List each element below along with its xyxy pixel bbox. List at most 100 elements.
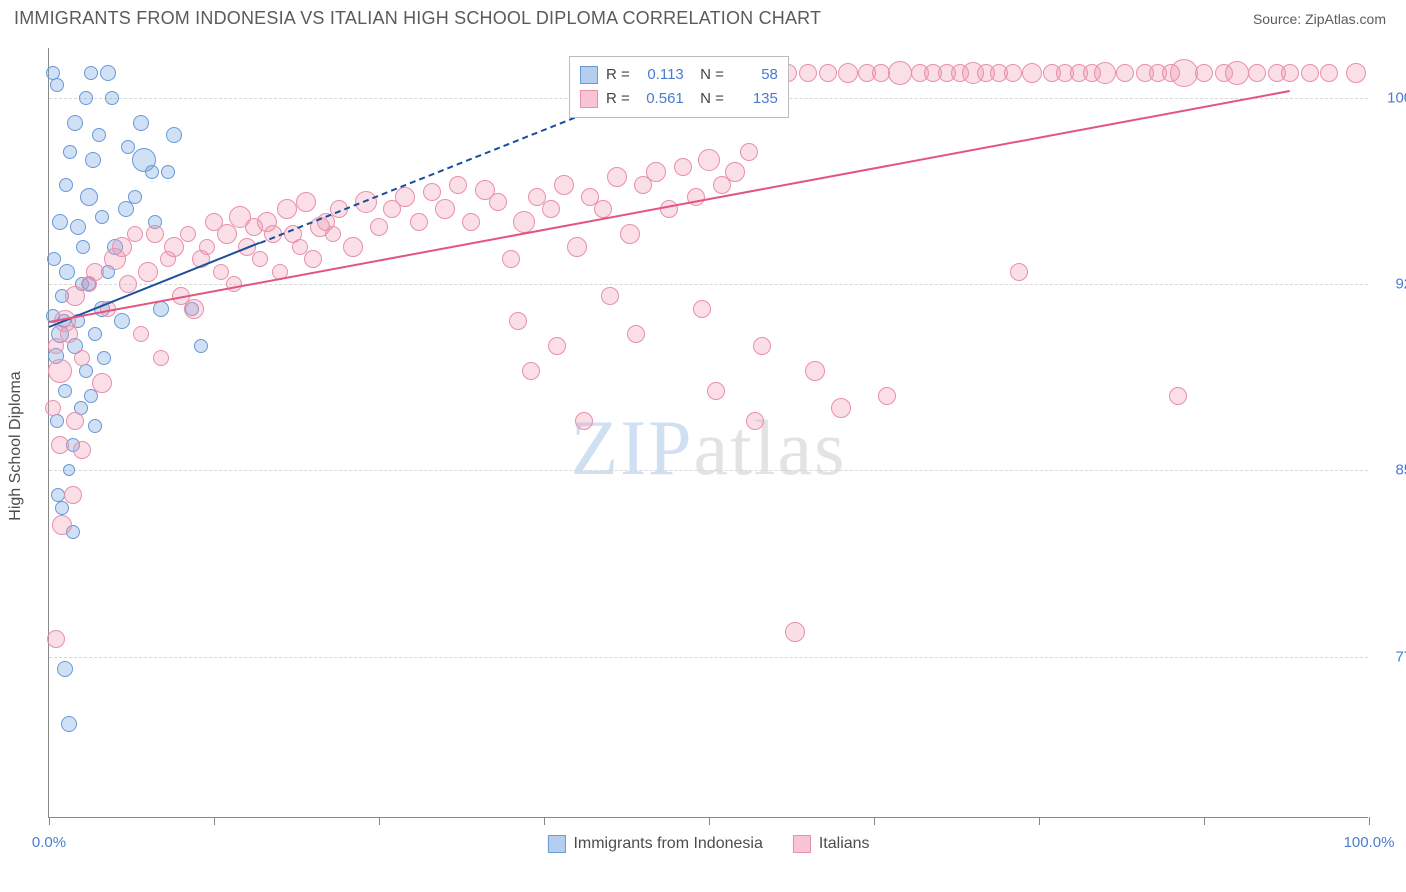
legend-label: Immigrants from Indonesia <box>573 835 762 853</box>
y-tick-label: 77.5% <box>1378 648 1406 665</box>
data-point <box>47 252 61 266</box>
data-point <box>1195 64 1213 82</box>
data-point <box>52 214 68 230</box>
data-point <box>95 210 109 224</box>
data-point <box>59 178 73 192</box>
stats-box: R =0.113 N =58R =0.561 N =135 <box>569 56 789 118</box>
data-point <box>325 226 341 242</box>
x-tick <box>214 817 215 825</box>
data-point <box>88 327 102 341</box>
data-point <box>435 199 455 219</box>
data-point <box>60 325 78 343</box>
data-point <box>1169 387 1187 405</box>
data-point <box>50 78 64 92</box>
data-point <box>119 275 137 293</box>
legend-label: Italians <box>819 835 870 853</box>
data-point <box>166 127 182 143</box>
data-point <box>161 165 175 179</box>
data-point <box>799 64 817 82</box>
data-point <box>449 176 467 194</box>
stats-row: R =0.561 N =135 <box>580 87 778 111</box>
x-tick <box>544 817 545 825</box>
data-point <box>878 387 896 405</box>
data-point <box>145 165 159 179</box>
data-point <box>61 716 77 732</box>
data-point <box>698 149 720 171</box>
data-point <box>74 350 90 366</box>
bottom-legend: Immigrants from Indonesia Italians <box>547 835 869 853</box>
data-point <box>128 190 142 204</box>
data-point <box>674 158 692 176</box>
data-point <box>57 661 73 677</box>
data-point <box>97 351 111 365</box>
data-point <box>52 515 72 535</box>
data-point <box>199 239 215 255</box>
data-point <box>423 183 441 201</box>
data-point <box>838 63 858 83</box>
data-point <box>213 264 229 280</box>
data-point <box>217 224 237 244</box>
data-point <box>138 262 158 282</box>
data-point <box>79 91 93 105</box>
data-point <box>67 115 83 131</box>
data-point <box>63 464 75 476</box>
data-point <box>1010 263 1028 281</box>
x-tick-label: 0.0% <box>32 834 66 851</box>
data-point <box>601 287 619 305</box>
data-point <box>48 338 64 354</box>
data-point <box>343 237 363 257</box>
data-point <box>620 224 640 244</box>
data-point <box>805 361 825 381</box>
data-point <box>133 115 149 131</box>
data-point <box>509 312 527 330</box>
data-point <box>100 65 116 81</box>
data-point <box>489 193 507 211</box>
data-point <box>92 128 106 142</box>
data-point <box>888 61 912 85</box>
stat-n-value: 135 <box>732 87 778 111</box>
data-point <box>1346 63 1366 83</box>
data-point <box>252 251 268 267</box>
x-tick-label: 100.0% <box>1344 834 1395 851</box>
x-tick <box>379 817 380 825</box>
data-point <box>277 199 297 219</box>
data-point <box>819 64 837 82</box>
chart-title: IMMIGRANTS FROM INDONESIA VS ITALIAN HIG… <box>14 8 821 29</box>
data-point <box>70 219 86 235</box>
data-point <box>627 325 645 343</box>
x-tick <box>874 817 875 825</box>
data-point <box>146 225 164 243</box>
data-point <box>58 384 72 398</box>
data-point <box>76 240 90 254</box>
stat-n-value: 58 <box>732 63 778 87</box>
y-tick-label: 92.5% <box>1378 275 1406 292</box>
header: IMMIGRANTS FROM INDONESIA VS ITALIAN HIG… <box>0 0 1406 33</box>
data-point <box>1116 64 1134 82</box>
data-point <box>48 359 72 383</box>
data-point <box>133 326 149 342</box>
data-point <box>1022 63 1042 83</box>
data-point <box>73 441 91 459</box>
stat-r-value: 0.113 <box>638 63 684 87</box>
data-point <box>118 201 134 217</box>
data-point <box>114 313 130 329</box>
data-point <box>105 91 119 105</box>
data-point <box>1248 64 1266 82</box>
data-point <box>660 200 678 218</box>
data-point <box>554 175 574 195</box>
source-label: Source: ZipAtlas.com <box>1253 11 1386 27</box>
data-point <box>1004 64 1022 82</box>
y-tick-label: 100.0% <box>1378 89 1406 106</box>
data-point <box>86 263 104 281</box>
watermark: ZIPatlas <box>571 403 847 493</box>
y-axis-label: High School Diploma <box>7 371 25 520</box>
data-point <box>84 66 98 80</box>
legend-swatch <box>793 835 811 853</box>
legend-item: Italians <box>793 835 870 853</box>
data-point <box>88 419 102 433</box>
data-point <box>693 300 711 318</box>
data-point <box>153 350 169 366</box>
legend-swatch <box>580 66 598 84</box>
stat-n-label: N = <box>692 87 724 111</box>
data-point <box>395 187 415 207</box>
